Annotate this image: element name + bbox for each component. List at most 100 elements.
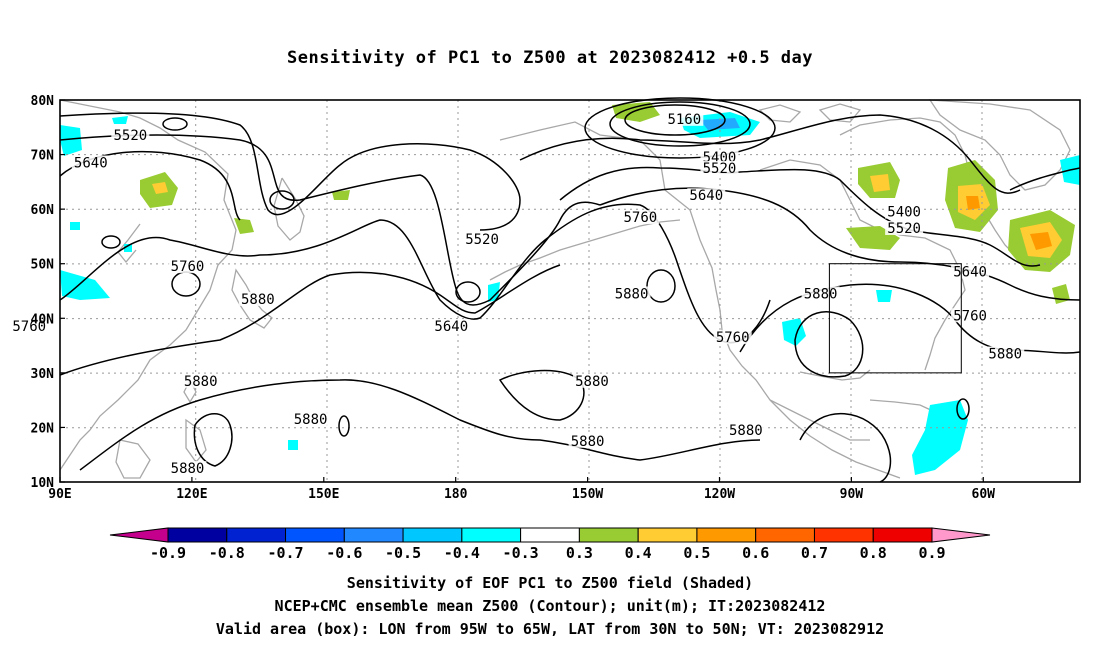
contour-label-bg: [181, 373, 220, 388]
colorbar-swatch: [226, 527, 287, 543]
contour-label: 5520: [887, 221, 921, 237]
contour-label-bg: [291, 411, 330, 426]
contour-label: 5760: [716, 330, 750, 346]
contour-label-bg: [726, 422, 765, 437]
contour-label: 5880: [241, 292, 275, 308]
contour-label-bg: [665, 111, 704, 126]
page-title: Sensitivity of PC1 to Z500 at 2023082412…: [286, 48, 813, 68]
colorbar-label: 0.3: [566, 544, 593, 562]
colorbar-swatch: [167, 527, 228, 543]
colorbar-swatch: [872, 527, 933, 543]
colorbar-label: -0.8: [209, 544, 245, 562]
lat-tick-label: 70N: [31, 149, 55, 164]
contour-label: 5880: [729, 423, 763, 439]
contour-label: 5880: [615, 286, 649, 302]
lon-tick-label: 60W: [972, 487, 996, 502]
contour-label: 5640: [953, 265, 987, 281]
lat-tick-label: 20N: [31, 421, 55, 436]
colorbar-label: 0.6: [742, 544, 769, 562]
colorbar-label: -0.7: [267, 544, 303, 562]
colorbar-labels: -0.9 -0.8 -0.7 -0.6 -0.5 -0.4 -0.3 0.3 0.4 0.5 0.6…: [150, 544, 946, 562]
contour-label: 5880: [575, 374, 609, 390]
contour-label-bg: [168, 461, 207, 476]
colorbar-swatch: [520, 527, 580, 543]
contour-label: 5640: [434, 319, 468, 335]
valid-area-box: [828, 263, 962, 374]
contour-label-bg: [612, 286, 651, 301]
colorbar-left-arrow: [109, 527, 169, 543]
contour-label-bg: [238, 291, 277, 306]
contour-label-bg: [700, 160, 739, 175]
contour-label-bg: [801, 286, 840, 301]
caption-valid-area: Valid area (box): LON from 95W to 65W, L…: [215, 620, 885, 638]
colorbar-label: -0.4: [444, 544, 480, 562]
colorbar-label: -0.5: [385, 544, 421, 562]
contour-label: 5880: [171, 461, 205, 477]
contour-label: 5760: [171, 259, 205, 275]
contour-label-bg: [986, 346, 1025, 361]
caption-shading: Sensitivity of EOF PC1 to Z500 field (Sh…: [346, 574, 754, 592]
lat-tick-label: 40N: [31, 312, 55, 327]
lon-tick-label: 120E: [176, 487, 207, 502]
contour-label-bg: [432, 319, 471, 334]
sensitivity-shading: [60, 102, 1080, 475]
lat-tick-label: 50N: [31, 258, 55, 273]
contour-label-bg: [885, 204, 924, 219]
colorbar-swatch: [285, 527, 345, 543]
colorbar-swatch: [578, 527, 639, 543]
lon-tick-label: 90W: [840, 487, 864, 502]
colorbar-label: 0.9: [918, 544, 945, 562]
contour-label: 5880: [988, 346, 1022, 362]
contour-label-bg: [700, 150, 739, 165]
lon-tick-label: 150E: [308, 487, 339, 502]
colorbar-swatch: [696, 527, 757, 543]
contour-label: 5760: [953, 308, 987, 324]
colorbar-label: -0.3: [503, 544, 539, 562]
contour-label: 5640: [74, 155, 108, 171]
colorbar-label: -0.9: [150, 544, 186, 562]
contour-label-bg: [713, 330, 752, 345]
colorbar-swatch: [461, 527, 522, 543]
colorbar-label: -0.6: [326, 544, 362, 562]
lat-tick-label: 80N: [31, 94, 55, 109]
contour-label-bg: [951, 264, 990, 279]
colorbar: [109, 527, 991, 543]
contour-label-bg: [463, 231, 502, 246]
contour-label-bg: [111, 128, 150, 143]
contour-label: 5400: [887, 205, 921, 221]
colorbar-swatch: [637, 527, 698, 543]
lat-tick-label: 60N: [31, 203, 55, 218]
lon-tick-label: 180: [444, 487, 468, 502]
colorbar-swatch: [343, 527, 404, 543]
z500-contours: [59, 97, 1081, 483]
contour-label-bg: [687, 188, 726, 203]
contour-label-bg: [71, 155, 110, 170]
contour-label: 5880: [804, 286, 838, 302]
contour-label: 5520: [465, 232, 499, 248]
map-frame: [59, 99, 1081, 483]
contour-label: 5880: [184, 374, 218, 390]
contour-label-bg: [951, 308, 990, 323]
colorbar-swatch: [813, 527, 874, 543]
colorbar-swatch: [755, 527, 815, 543]
contour-label: 5160: [667, 112, 701, 128]
contour-label-bg: [885, 220, 924, 235]
lon-tick-label: 150W: [572, 487, 603, 502]
lon-tick-label: 120W: [704, 487, 735, 502]
lon-tick-label: 90E: [48, 487, 71, 502]
contour-label-bg: [168, 259, 207, 274]
contour-label-bg: [621, 210, 660, 225]
colorbar-label: 0.7: [801, 544, 828, 562]
contour-label: 5520: [113, 128, 147, 144]
lat-tick-label: 10N: [31, 476, 55, 491]
lon-axis: 90E 120E 150E 180 150W 120W 90W 60W: [48, 477, 995, 502]
contour-label: 5880: [571, 434, 605, 450]
contour-labels: 5520 5640 5760 5760 5880 5880 5880 5880 5640 5520…: [10, 111, 1025, 477]
colorbar-right-arrow: [931, 527, 991, 543]
colorbar-label: 0.8: [860, 544, 887, 562]
contour-label: 5760: [12, 319, 46, 335]
contour-label-bg: [10, 319, 49, 334]
contour-label: 5640: [689, 188, 723, 204]
lat-axis: 80N 70N 60N 50N 40N 30N 20N 10N: [31, 94, 65, 491]
